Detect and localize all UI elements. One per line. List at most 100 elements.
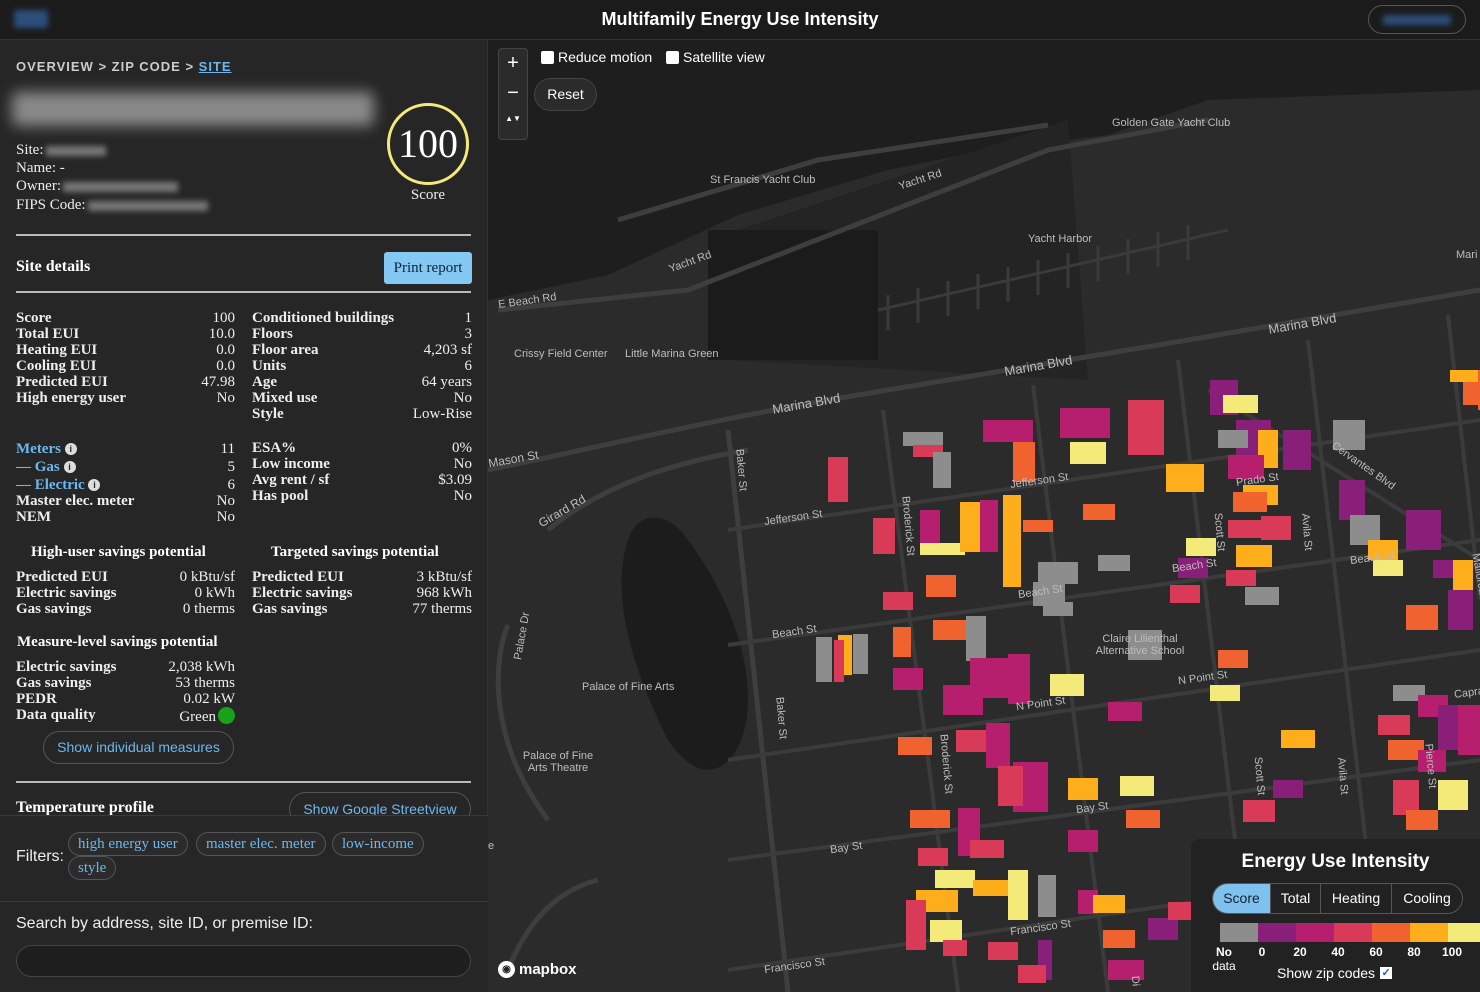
building-footprint[interactable]: [935, 870, 975, 888]
info-icon[interactable]: i: [63, 461, 76, 473]
building-footprint[interactable]: [1418, 750, 1446, 772]
building-footprint[interactable]: [1013, 442, 1035, 482]
building-footprint[interactable]: [1050, 674, 1084, 696]
checkbox-icon[interactable]: [541, 50, 554, 64]
building-footprint[interactable]: [1170, 585, 1200, 603]
building-footprint[interactable]: [1003, 495, 1021, 587]
building-footprint[interactable]: [1083, 504, 1115, 520]
info-icon[interactable]: i: [64, 443, 77, 455]
tab-score[interactable]: Score: [1213, 884, 1271, 913]
building-footprint[interactable]: [1038, 875, 1056, 917]
building-footprint[interactable]: [1108, 705, 1142, 721]
building-footprint[interactable]: [988, 942, 1018, 960]
building-footprint[interactable]: [933, 620, 973, 640]
filter-chip-master-elec-meter[interactable]: master elec. meter: [196, 832, 326, 856]
checkbox-icon[interactable]: [666, 50, 679, 64]
breadcrumb-site[interactable]: SITE: [198, 59, 232, 74]
building-footprint[interactable]: [1008, 654, 1030, 704]
building-footprint[interactable]: [970, 840, 1004, 858]
building-footprint[interactable]: [1218, 650, 1248, 668]
building-footprint[interactable]: [898, 737, 932, 755]
building-footprint[interactable]: [1228, 455, 1264, 479]
building-footprint[interactable]: [1043, 602, 1073, 616]
building-footprint[interactable]: [1103, 930, 1135, 948]
building-footprint[interactable]: [1245, 587, 1279, 605]
mapbox-attribution[interactable]: ◉ mapbox: [498, 961, 577, 978]
building-footprint[interactable]: [998, 766, 1023, 806]
tab-heating[interactable]: Heating: [1321, 884, 1392, 913]
map-canvas[interactable]: [488, 40, 1480, 992]
building-footprint[interactable]: [1098, 555, 1130, 571]
building-footprint[interactable]: [903, 432, 943, 446]
building-footprint[interactable]: [930, 920, 962, 942]
building-footprint[interactable]: [926, 575, 956, 597]
building-footprint[interactable]: [1388, 740, 1424, 760]
building-footprint[interactable]: [1148, 918, 1178, 940]
building-footprint[interactable]: [893, 627, 911, 657]
building-footprint[interactable]: [816, 637, 832, 682]
building-footprint[interactable]: [873, 518, 895, 554]
building-footprint[interactable]: [1393, 780, 1419, 815]
building-footprint[interactable]: [1178, 558, 1208, 578]
building-footprint[interactable]: [1233, 492, 1267, 512]
building-footprint[interactable]: [1228, 520, 1266, 538]
filter-chip-high-energy-user[interactable]: high energy user: [68, 832, 188, 856]
building-footprint[interactable]: [920, 510, 940, 550]
building-footprint[interactable]: [1281, 730, 1315, 748]
building-footprint[interactable]: [920, 543, 965, 555]
building-footprint[interactable]: [1339, 480, 1365, 520]
show-zip-codes-toggle[interactable]: Show zip codes ✓: [1277, 965, 1393, 981]
building-footprint[interactable]: [1261, 516, 1291, 540]
reset-button[interactable]: Reset: [534, 78, 597, 111]
building-footprint[interactable]: [1223, 395, 1258, 413]
zoom-out-button[interactable]: −: [507, 82, 519, 104]
building-footprint[interactable]: [1128, 400, 1164, 455]
account-button[interactable]: [1368, 5, 1466, 34]
tab-total[interactable]: Total: [1271, 884, 1321, 913]
building-footprint[interactable]: [1070, 442, 1106, 464]
building-footprint[interactable]: [973, 880, 1008, 896]
building-footprint[interactable]: [956, 730, 986, 752]
building-footprint[interactable]: [1393, 685, 1425, 701]
building-footprint[interactable]: [1406, 810, 1438, 830]
building-footprint[interactable]: [853, 634, 868, 674]
building-footprint[interactable]: [1438, 780, 1468, 810]
checkbox-checked-icon[interactable]: ✓: [1380, 967, 1393, 979]
building-footprint[interactable]: [893, 668, 923, 690]
building-footprint[interactable]: [1373, 560, 1403, 576]
building-footprint[interactable]: [1210, 685, 1240, 701]
building-footprint[interactable]: [1333, 420, 1365, 450]
building-footprint[interactable]: [983, 420, 1033, 442]
building-footprint[interactable]: [1060, 408, 1110, 438]
filter-chip-style[interactable]: style: [68, 856, 117, 880]
building-footprint[interactable]: [1458, 705, 1480, 755]
compass-icon[interactable]: ▲▼: [505, 114, 521, 123]
info-icon[interactable]: i: [88, 479, 101, 491]
building-footprint[interactable]: [1120, 776, 1154, 796]
building-footprint[interactable]: [1438, 705, 1460, 750]
zoom-in-button[interactable]: +: [507, 52, 519, 74]
filter-chip-low-income[interactable]: low-income: [332, 832, 424, 856]
building-footprint[interactable]: [1038, 562, 1078, 584]
building-footprint[interactable]: [966, 616, 986, 661]
satellite-view-checkbox[interactable]: Satellite view: [666, 49, 765, 65]
building-footprint[interactable]: [933, 452, 951, 488]
tab-cooling[interactable]: Cooling: [1403, 890, 1451, 906]
building-footprint[interactable]: [883, 592, 913, 610]
building-footprint[interactable]: [1378, 715, 1410, 735]
show-individual-measures-button[interactable]: Show individual measures: [43, 731, 234, 764]
building-footprint[interactable]: [1406, 605, 1438, 630]
building-footprint[interactable]: [1450, 370, 1478, 382]
building-footprint[interactable]: [1283, 430, 1311, 470]
building-footprint[interactable]: [1273, 780, 1303, 798]
building-footprint[interactable]: [918, 848, 948, 866]
building-footprint[interactable]: [1023, 520, 1053, 532]
building-footprint[interactable]: [1186, 538, 1216, 556]
building-footprint[interactable]: [970, 658, 1010, 698]
building-footprint[interactable]: [1068, 778, 1098, 800]
breadcrumb-zip-code[interactable]: ZIP CODE: [111, 59, 181, 74]
building-footprint[interactable]: [1018, 965, 1046, 983]
building-footprint[interactable]: [1448, 590, 1473, 630]
